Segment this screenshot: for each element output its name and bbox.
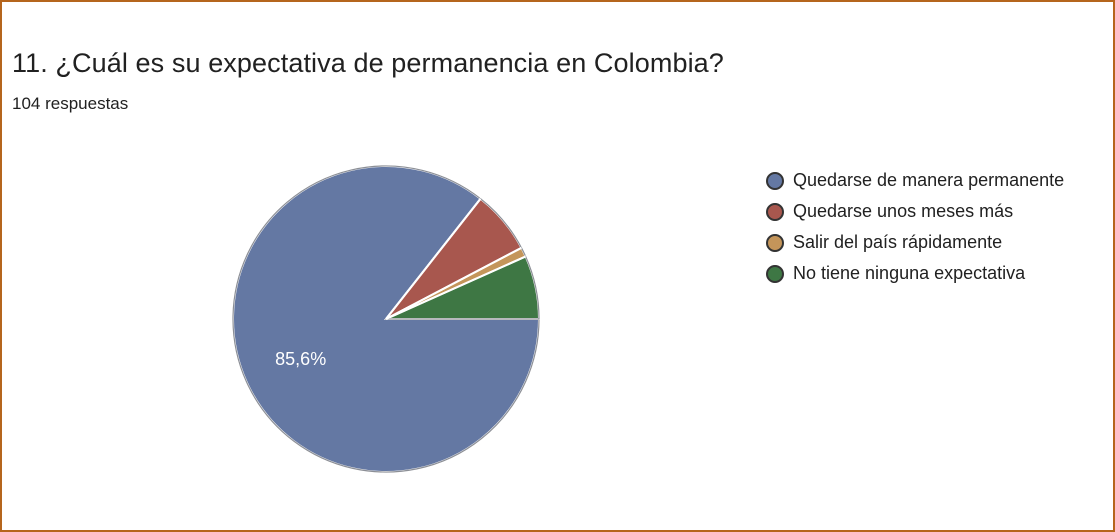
pie-data-label-1: 85,6% — [275, 349, 326, 369]
pie-slice-outline-4 — [385, 255, 540, 320]
legend-swatch-3 — [766, 233, 784, 252]
legend-label-2: Quedarse unos meses más — [793, 201, 1014, 221]
chart-legend: Quedarse de manera permanente Quedarse un… — [766, 165, 1064, 289]
pie-slice-outline-1 — [232, 165, 540, 473]
legend-item-4[interactable]: No tiene ninguna expectativa — [766, 258, 1064, 289]
pie-separator-2 — [385, 198, 482, 320]
legend-swatch-4 — [766, 264, 784, 283]
response-count: 104 respuestas — [12, 94, 129, 113]
legend-item-2[interactable]: Quedarse unos meses más — [766, 196, 1064, 227]
legend-swatch-2 — [766, 202, 784, 221]
pie-separator-4 — [385, 255, 527, 320]
legend-item-1[interactable]: Quedarse de manera permanente — [766, 165, 1064, 196]
pie-separator-3 — [385, 246, 522, 320]
legend-item-3[interactable]: Salir del país rápidamente — [766, 227, 1064, 258]
question-title: 11. ¿Cuál es su expectativa de permanenc… — [12, 48, 724, 78]
legend-label-4: No tiene ninguna expectativa — [793, 263, 1026, 283]
legend-swatch-1 — [766, 171, 784, 190]
legend-label-1: Quedarse de manera permanente — [793, 170, 1065, 190]
legend-label-3: Salir del país rápidamente — [793, 232, 1003, 252]
